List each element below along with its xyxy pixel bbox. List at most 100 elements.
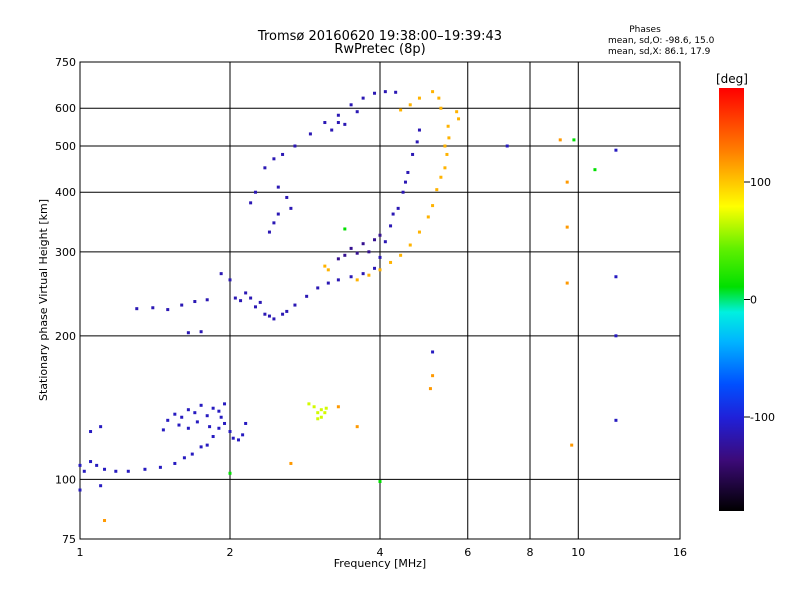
data-point [289,206,293,210]
data-point [443,166,447,170]
y-tick-label: 200 [55,330,76,343]
data-point [426,215,430,219]
data-point [267,314,271,318]
chart-title: Tromsø 20160620 19:38:00–19:39:43 [257,29,502,44]
data-point [443,144,447,148]
data-point [151,306,155,310]
data-point [417,230,421,234]
series-f-trace-low [219,128,421,321]
data-point [361,272,365,276]
data-point [307,402,311,406]
data-point [173,412,177,416]
data-point [161,428,165,432]
data-point [263,312,267,316]
data-point [431,204,435,208]
data-point [565,281,569,285]
colorbar-tick-label: -100 [750,411,775,424]
data-point [293,144,297,148]
data-point [373,238,377,242]
data-point [457,117,461,121]
data-point [180,415,184,419]
data-point [324,406,328,410]
data-point [272,221,276,225]
series-e-region-line [135,298,209,335]
data-point [323,264,327,268]
data-point [219,272,223,276]
data-point [249,296,253,300]
phase-info-x: mean, sd,X: 86.1, 17.9 [608,47,711,57]
data-point [253,190,257,194]
data-point [326,268,330,272]
data-point [349,103,353,107]
data-point [308,132,312,136]
series-sparse [78,144,618,492]
data-point [336,278,340,282]
y-tick-label: 300 [55,246,76,259]
data-point [205,414,209,418]
data-point [241,433,245,437]
x-axis-label: Frequency [MHz] [334,557,426,570]
data-point [205,298,209,302]
data-point [399,253,403,257]
data-point [276,185,280,189]
data-point [323,411,327,415]
data-point [614,148,618,152]
data-point [249,201,253,205]
data-point [182,456,186,460]
series-sparse-cool [228,138,597,483]
data-point [177,423,181,427]
phase-info-o: mean, sd,O: -98.6, 15.0 [608,36,715,46]
data-point [391,212,395,216]
data-point [126,469,130,473]
data-point [565,225,569,229]
data-point [186,331,190,335]
data-point [389,260,393,264]
data-point [355,278,359,282]
data-point [439,106,443,110]
data-point [285,309,289,313]
data-point [343,122,347,126]
data-point [383,90,387,94]
data-point [281,312,285,316]
data-points [78,90,618,523]
y-tick-label: 500 [55,140,76,153]
x-tick-label: 8 [527,546,534,559]
data-point [399,108,403,112]
data-point [406,170,410,174]
data-point [186,408,190,412]
data-point [505,144,509,148]
series-lower-trace [78,421,248,473]
colorbar-ticks: 100 0 -100 [744,176,775,424]
x-tick-label: 2 [227,546,234,559]
data-point [312,405,316,409]
data-point [361,242,365,246]
data-point [378,479,382,483]
data-point [272,317,276,321]
x-tick-label: 6 [464,546,471,559]
data-point [319,408,323,412]
data-point [143,467,147,471]
data-point [219,415,223,419]
data-point [394,90,398,94]
series-lower-scatter [161,402,227,432]
data-point [378,268,382,272]
data-point [367,273,371,277]
colorbar-tick-label: 0 [750,294,757,307]
data-point [89,430,93,434]
colorbar [719,88,744,511]
data-point [103,467,107,471]
data-point [349,246,353,250]
data-point [193,300,197,304]
data-point [396,206,400,210]
data-point [180,303,184,307]
data-point [373,266,377,270]
data-point [205,443,209,447]
grid [80,62,680,539]
series-f-trace-high [249,90,398,234]
data-point [408,103,412,107]
data-point [614,275,618,279]
data-point [78,463,82,467]
data-point [373,91,377,95]
series-mixed-trace [336,233,382,261]
